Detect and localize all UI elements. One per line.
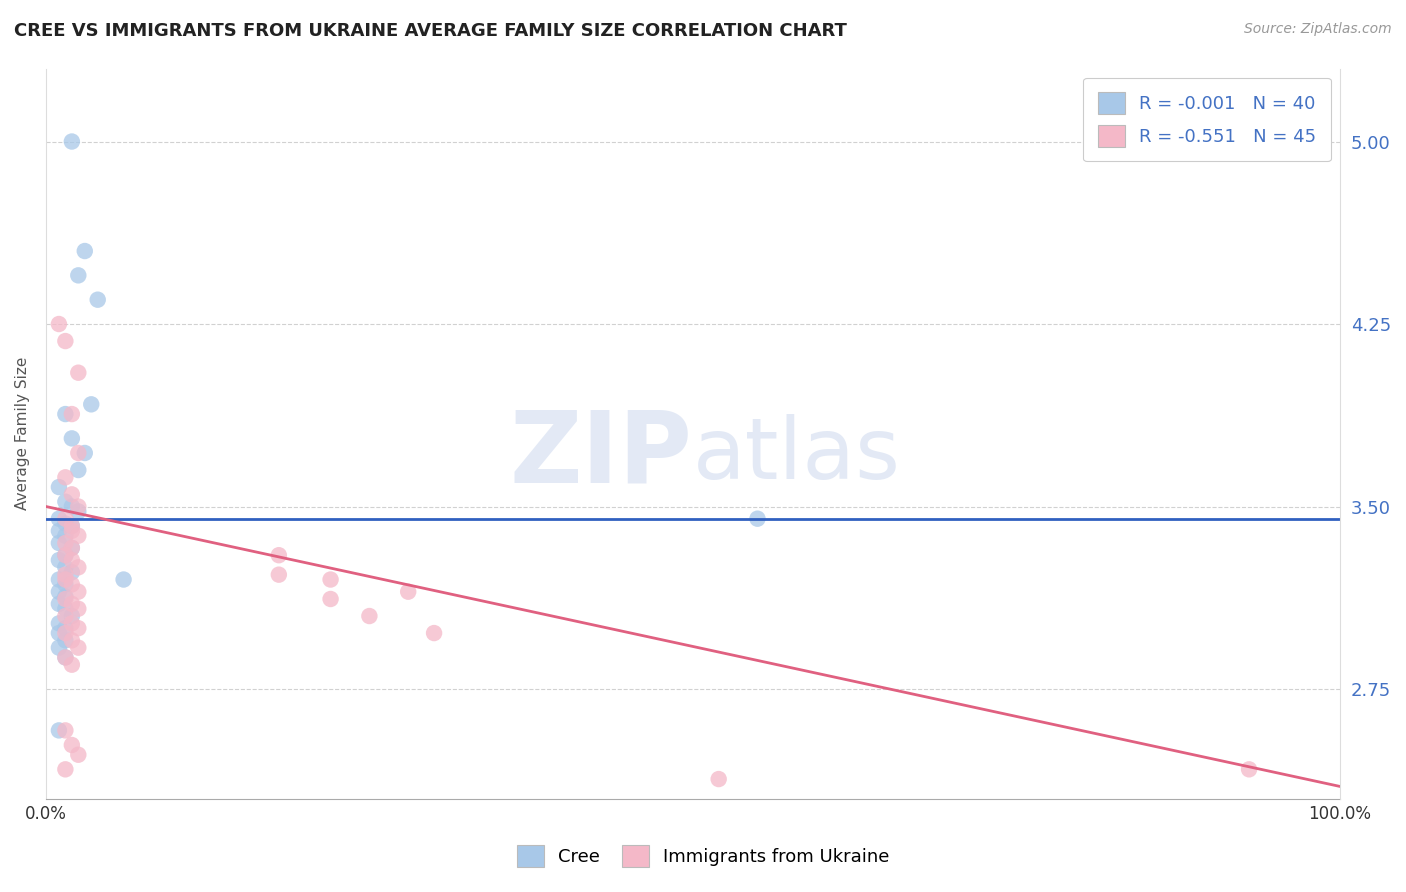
Y-axis label: Average Family Size: Average Family Size: [15, 357, 30, 510]
Text: atlas: atlas: [693, 414, 901, 497]
Point: [60, 500, 83, 514]
Point: [60, 519, 83, 533]
Point: [53, 536, 76, 550]
Point: [67, 529, 90, 543]
Point: [1237, 762, 1260, 776]
Point: [423, 626, 446, 640]
Point: [60, 577, 83, 591]
Point: [60, 135, 83, 149]
Point: [60, 597, 83, 611]
Point: [73, 244, 96, 258]
Point: [48, 317, 70, 331]
Point: [67, 601, 90, 615]
Point: [53, 609, 76, 624]
Point: [53, 407, 76, 421]
Point: [396, 584, 419, 599]
Point: [48, 723, 70, 738]
Point: [359, 609, 381, 624]
Point: [707, 772, 730, 786]
Point: [60, 657, 83, 672]
Text: CREE VS IMMIGRANTS FROM UKRAINE AVERAGE FAMILY SIZE CORRELATION CHART: CREE VS IMMIGRANTS FROM UKRAINE AVERAGE …: [14, 22, 846, 40]
Point: [67, 640, 90, 655]
Point: [60, 487, 83, 501]
Point: [80, 397, 103, 411]
Point: [319, 592, 342, 607]
Point: [60, 541, 83, 555]
Point: [67, 446, 90, 460]
Point: [67, 268, 90, 283]
Point: [48, 553, 70, 567]
Point: [53, 511, 76, 525]
Point: [53, 573, 76, 587]
Point: [60, 407, 83, 421]
Point: [53, 577, 76, 591]
Point: [48, 640, 70, 655]
Point: [48, 536, 70, 550]
Point: [48, 511, 70, 525]
Point: [67, 747, 90, 762]
Point: [53, 723, 76, 738]
Point: [60, 524, 83, 538]
Text: ZIP: ZIP: [510, 407, 693, 504]
Point: [60, 738, 83, 752]
Point: [67, 584, 90, 599]
Point: [60, 616, 83, 631]
Point: [73, 446, 96, 460]
Legend: R = -0.001   N = 40, R = -0.551   N = 45: R = -0.001 N = 40, R = -0.551 N = 45: [1083, 78, 1330, 161]
Point: [67, 504, 90, 518]
Point: [60, 519, 83, 533]
Point: [87, 293, 110, 307]
Point: [67, 463, 90, 477]
Point: [53, 529, 76, 543]
Point: [60, 431, 83, 445]
Point: [48, 626, 70, 640]
Point: [53, 567, 76, 582]
Point: [53, 334, 76, 348]
Point: [53, 650, 76, 665]
Point: [60, 553, 83, 567]
Point: [53, 590, 76, 604]
Point: [53, 762, 76, 776]
Legend: Cree, Immigrants from Ukraine: Cree, Immigrants from Ukraine: [509, 838, 897, 874]
Point: [112, 573, 135, 587]
Point: [267, 548, 290, 562]
Point: [60, 633, 83, 648]
Point: [53, 592, 76, 607]
Point: [53, 621, 76, 635]
Point: [53, 516, 76, 531]
Point: [319, 573, 342, 587]
Point: [53, 494, 76, 508]
Point: [60, 541, 83, 555]
Point: [53, 633, 76, 648]
Point: [48, 480, 70, 494]
Point: [67, 500, 90, 514]
Point: [53, 560, 76, 574]
Point: [60, 609, 83, 624]
Point: [747, 511, 769, 525]
Point: [60, 566, 83, 580]
Point: [267, 567, 290, 582]
Point: [53, 650, 76, 665]
Point: [67, 621, 90, 635]
Point: [48, 584, 70, 599]
Point: [67, 366, 90, 380]
Point: [48, 597, 70, 611]
Point: [53, 601, 76, 615]
Point: [48, 524, 70, 538]
Point: [53, 470, 76, 484]
Point: [48, 616, 70, 631]
Point: [67, 560, 90, 574]
Text: Source: ZipAtlas.com: Source: ZipAtlas.com: [1244, 22, 1392, 37]
Point: [53, 626, 76, 640]
Point: [53, 548, 76, 562]
Point: [48, 573, 70, 587]
Point: [53, 548, 76, 562]
